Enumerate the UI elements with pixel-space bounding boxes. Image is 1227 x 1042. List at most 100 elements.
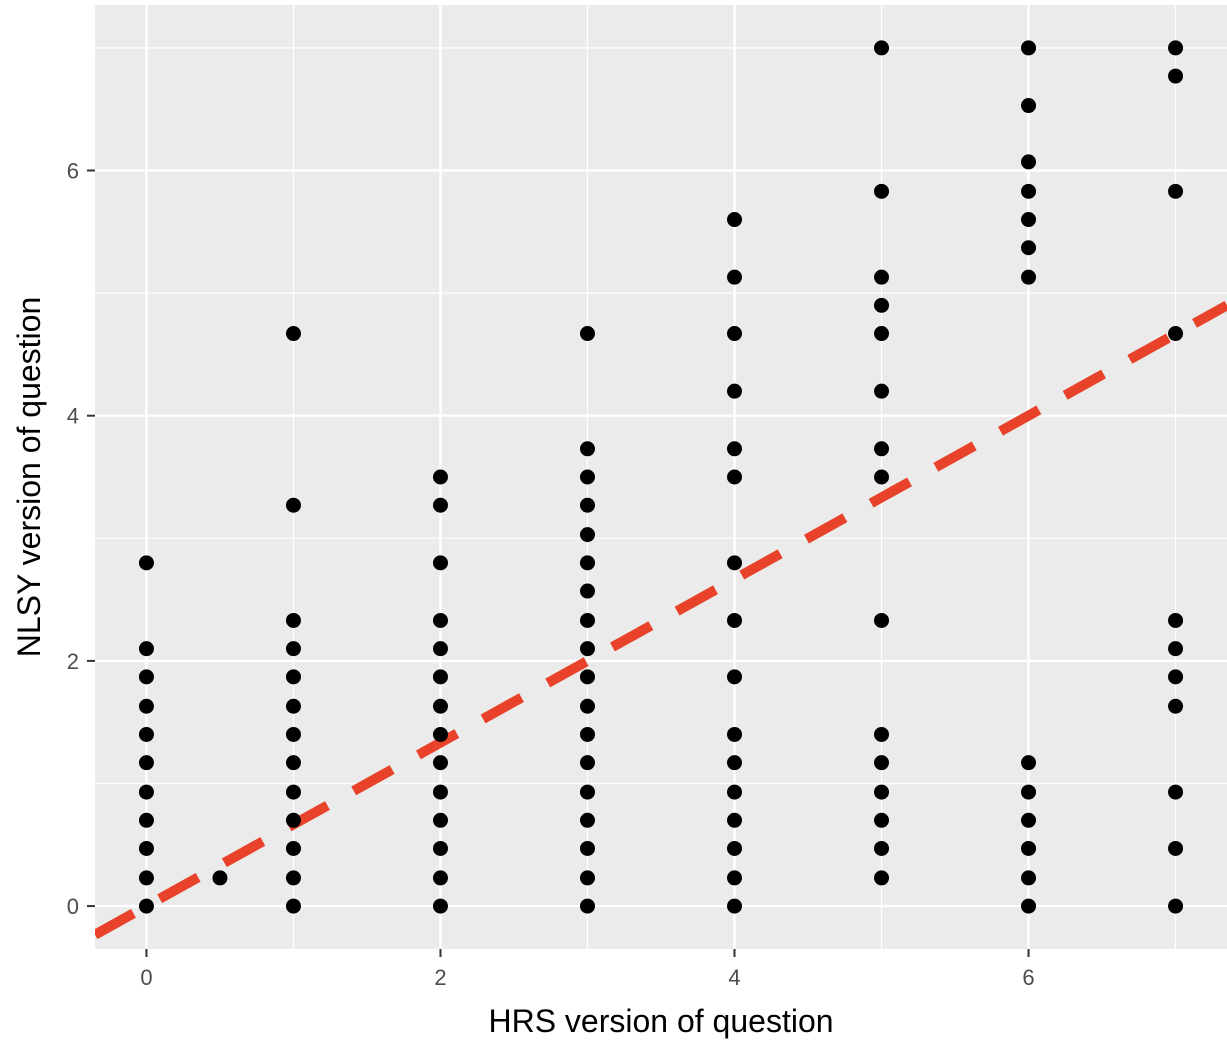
data-point — [579, 812, 595, 828]
data-point — [874, 183, 890, 199]
data-point — [432, 469, 448, 485]
data-point — [285, 326, 301, 342]
data-point — [727, 870, 743, 886]
data-point — [727, 212, 743, 228]
axis-ticks — [87, 169, 1030, 957]
data-point — [727, 755, 743, 771]
data-point — [212, 870, 228, 886]
data-point — [727, 726, 743, 742]
data-point — [727, 555, 743, 571]
data-point — [579, 497, 595, 513]
data-point — [285, 641, 301, 657]
data-point — [579, 469, 595, 485]
data-point — [1021, 812, 1037, 828]
data-point — [874, 812, 890, 828]
data-point — [138, 755, 154, 771]
data-point — [874, 840, 890, 856]
data-point — [874, 870, 890, 886]
tick-labels: 0 2 4 6 0 2 4 6 — [67, 159, 1035, 990]
data-point — [138, 555, 154, 571]
data-point — [1168, 669, 1184, 685]
data-point — [1168, 784, 1184, 800]
data-point — [874, 469, 890, 485]
data-point — [874, 784, 890, 800]
x-tick-label: 4 — [728, 965, 740, 990]
data-point — [432, 840, 448, 856]
data-point — [1021, 240, 1037, 256]
plot-panel — [95, 5, 1227, 949]
data-points — [138, 40, 1184, 914]
data-point — [285, 898, 301, 914]
y-tick-label: 2 — [67, 649, 79, 674]
data-point — [285, 812, 301, 828]
data-point — [1021, 98, 1037, 114]
data-point — [1168, 698, 1184, 714]
data-point — [727, 269, 743, 285]
data-point — [285, 726, 301, 742]
reference-line-layer — [95, 300, 1227, 940]
data-point — [727, 812, 743, 828]
data-point — [432, 497, 448, 513]
data-point — [579, 898, 595, 914]
data-point — [727, 441, 743, 457]
data-point — [138, 840, 154, 856]
data-point — [432, 870, 448, 886]
y-tick-label: 6 — [67, 159, 79, 184]
data-point — [579, 755, 595, 771]
data-point — [1168, 68, 1184, 84]
data-point — [874, 269, 890, 285]
data-point — [1021, 183, 1037, 199]
data-point — [874, 755, 890, 771]
data-point — [138, 669, 154, 685]
data-point — [138, 726, 154, 742]
data-point — [579, 784, 595, 800]
data-point — [432, 555, 448, 571]
data-point — [579, 840, 595, 856]
data-point — [432, 641, 448, 657]
data-point — [874, 441, 890, 457]
data-point — [1021, 40, 1037, 56]
data-point — [579, 726, 595, 742]
data-point — [138, 698, 154, 714]
data-point — [432, 726, 448, 742]
data-point — [874, 326, 890, 342]
data-point — [579, 555, 595, 571]
data-point — [874, 726, 890, 742]
data-point — [727, 326, 743, 342]
data-point — [138, 898, 154, 914]
y-tick-label: 4 — [67, 404, 79, 429]
x-tick-label: 2 — [434, 965, 446, 990]
data-point — [1021, 898, 1037, 914]
data-point — [579, 641, 595, 657]
data-point — [579, 326, 595, 342]
data-point — [579, 669, 595, 685]
data-point — [432, 812, 448, 828]
data-point — [1168, 183, 1184, 199]
y-tick-label: 0 — [67, 894, 79, 919]
data-point — [727, 784, 743, 800]
data-point — [432, 669, 448, 685]
data-point — [727, 612, 743, 628]
data-point — [1168, 898, 1184, 914]
data-point — [579, 870, 595, 886]
data-point — [432, 755, 448, 771]
x-axis-title: HRS version of question — [488, 1003, 833, 1039]
data-point — [1168, 641, 1184, 657]
data-point — [432, 612, 448, 628]
data-point — [285, 612, 301, 628]
data-point — [727, 669, 743, 685]
data-point — [727, 469, 743, 485]
data-point — [579, 527, 595, 543]
data-point — [432, 898, 448, 914]
data-point — [285, 497, 301, 513]
data-point — [285, 840, 301, 856]
data-point — [579, 441, 595, 457]
data-point — [138, 812, 154, 828]
data-point — [285, 755, 301, 771]
data-point — [874, 612, 890, 628]
x-tick-label: 0 — [140, 965, 152, 990]
data-point — [1168, 326, 1184, 342]
data-point — [138, 784, 154, 800]
